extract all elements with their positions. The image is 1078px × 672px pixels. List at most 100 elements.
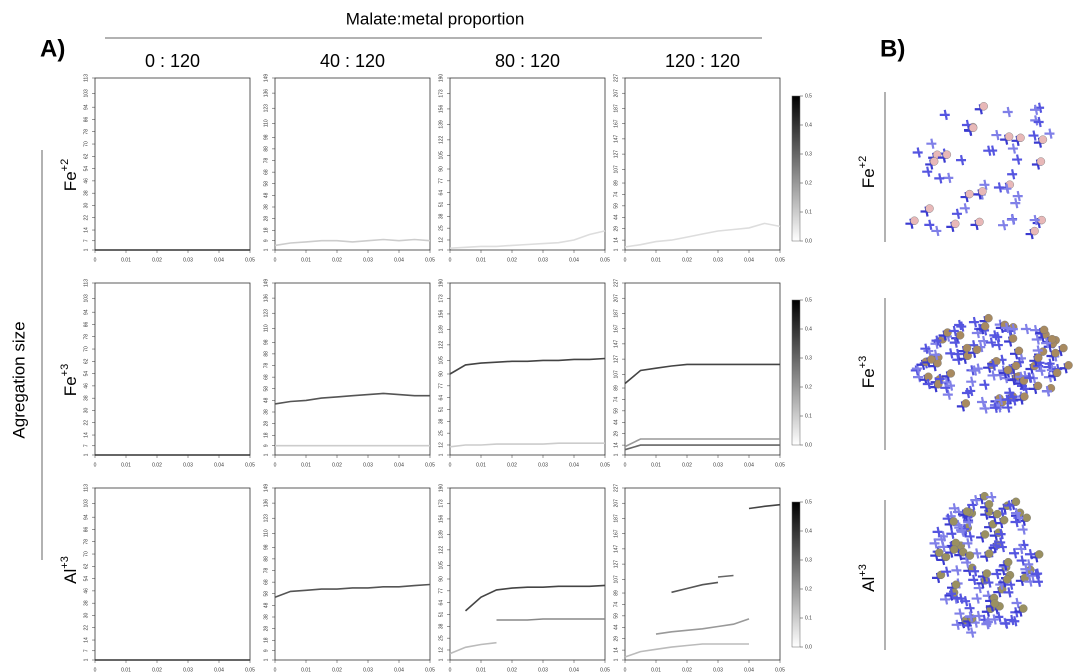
y-tick-label: 38 (83, 600, 89, 606)
colorbar-tick-label: 0.2 (805, 180, 812, 186)
metal-ion (966, 190, 974, 198)
metal-ion (950, 517, 958, 525)
y-tick-label: 30 (83, 612, 89, 618)
y-tick-label: 190 (438, 279, 444, 288)
y-tick-label: 105 (438, 356, 444, 365)
y-tick-label: 1 (263, 453, 269, 456)
y-tick-label: 51 (438, 406, 444, 412)
y-tick-label: 28 (263, 216, 269, 222)
y-tick-label: 29 (613, 226, 619, 232)
x-tick-label: 0 (274, 257, 277, 263)
charge: +2 (59, 159, 71, 172)
y-tick-label: 77 (438, 178, 444, 184)
y-tick-label: 59 (613, 408, 619, 414)
metal-ion (1020, 393, 1028, 401)
element: Al (61, 569, 80, 584)
y-tick-label: 147 (613, 134, 619, 143)
metal-ion (969, 124, 977, 132)
molecule (952, 620, 962, 630)
y-tick-label: 86 (83, 321, 89, 327)
x-tick-label: 0.01 (121, 667, 131, 672)
y-tick-label: 103 (83, 294, 89, 303)
y-tick-label: 1 (613, 453, 619, 456)
y-tick-label: 28 (263, 626, 269, 632)
x-tick-label: 0.02 (152, 257, 162, 263)
y-tick-label: 147 (613, 339, 619, 348)
colorbar-tick-label: 0.1 (805, 615, 812, 621)
y-tick-label: 98 (263, 544, 269, 550)
metal-ion (943, 151, 951, 159)
x-tick-label: 0.03 (713, 462, 723, 468)
y-tick-label: 12 (438, 442, 444, 448)
y-tick-label: 74 (613, 396, 619, 402)
column-header: 80 : 120 (495, 51, 560, 71)
molecule (1018, 525, 1028, 535)
column-header: 120 : 120 (665, 51, 740, 71)
x-tick-label: 0.01 (651, 257, 661, 263)
y-tick-label: 127 (613, 150, 619, 159)
y-tick-label: 107 (613, 370, 619, 379)
x-tick-label: 0.04 (394, 667, 404, 672)
x-tick-label: 0.02 (507, 462, 517, 468)
plot-frame (450, 488, 605, 660)
molecule (952, 209, 962, 219)
y-tick-label: 44 (613, 419, 619, 425)
x-tick-label: 0 (449, 462, 452, 468)
element: Fe (61, 171, 80, 191)
molecule (940, 110, 950, 120)
x-tick-label: 0.05 (425, 667, 435, 672)
y-tick-label: 70 (83, 346, 89, 352)
y-tick-label: 89 (613, 385, 619, 391)
x-tick-label: 0.04 (744, 257, 754, 263)
molecule (922, 167, 932, 177)
plot-frame (625, 488, 780, 660)
x-tick-label: 0.04 (569, 667, 579, 672)
metal-ion (993, 510, 1001, 518)
metal-ion (1009, 334, 1017, 342)
x-tick-label: 0.01 (476, 462, 486, 468)
y-tick-label: 113 (83, 279, 89, 287)
y-tick-label: 103 (83, 499, 89, 508)
y-tick-label: 78 (83, 334, 89, 340)
y-tick-label: 30 (83, 407, 89, 413)
y-tick-label: 78 (83, 129, 89, 135)
x-tick-label: 0.03 (183, 667, 193, 672)
y-tick-label: 38 (438, 623, 444, 629)
y-tick-label: 78 (263, 363, 269, 369)
x-tick-label: 0 (94, 257, 97, 263)
metal-ion (1005, 133, 1013, 141)
x-tick-label: 0.03 (183, 257, 193, 263)
plot-frame (275, 283, 430, 455)
x-tick-label: 0 (94, 667, 97, 672)
y-tick-label: 207 (613, 89, 619, 98)
y-tick-label: 59 (613, 613, 619, 619)
y-tick-label: 173 (438, 294, 444, 303)
y-tick-label: 25 (438, 635, 444, 641)
y-tick-label: 94 (83, 104, 89, 110)
molecule (998, 220, 1008, 230)
y-tick-label: 48 (263, 602, 269, 608)
charge: +3 (857, 356, 869, 369)
x-tick-label: 0.01 (651, 462, 661, 468)
metal-ion (947, 369, 955, 377)
metal-ion (944, 329, 952, 337)
y-tick-label: 68 (263, 579, 269, 585)
y-tick-label: 167 (613, 119, 619, 128)
metal-ion (1003, 575, 1011, 583)
y-tick-label: 187 (613, 309, 619, 318)
plot-frame (275, 488, 430, 660)
colorbar-tick-label: 0.3 (805, 151, 812, 157)
column-header: 40 : 120 (320, 51, 385, 71)
y-tick-label: 64 (438, 190, 444, 196)
x-tick-label: 0.02 (332, 462, 342, 468)
plot-frame (450, 283, 605, 455)
molecule (969, 317, 979, 327)
y-tick-label: 64 (438, 395, 444, 401)
metal-ion (1012, 362, 1020, 370)
colorbar (792, 300, 800, 445)
y-tick-label: 51 (438, 611, 444, 617)
y-tick-label: 62 (83, 563, 89, 569)
y-tick-label: 68 (263, 169, 269, 175)
metal-ion (963, 507, 971, 515)
y-tick-label: 14 (83, 432, 89, 438)
